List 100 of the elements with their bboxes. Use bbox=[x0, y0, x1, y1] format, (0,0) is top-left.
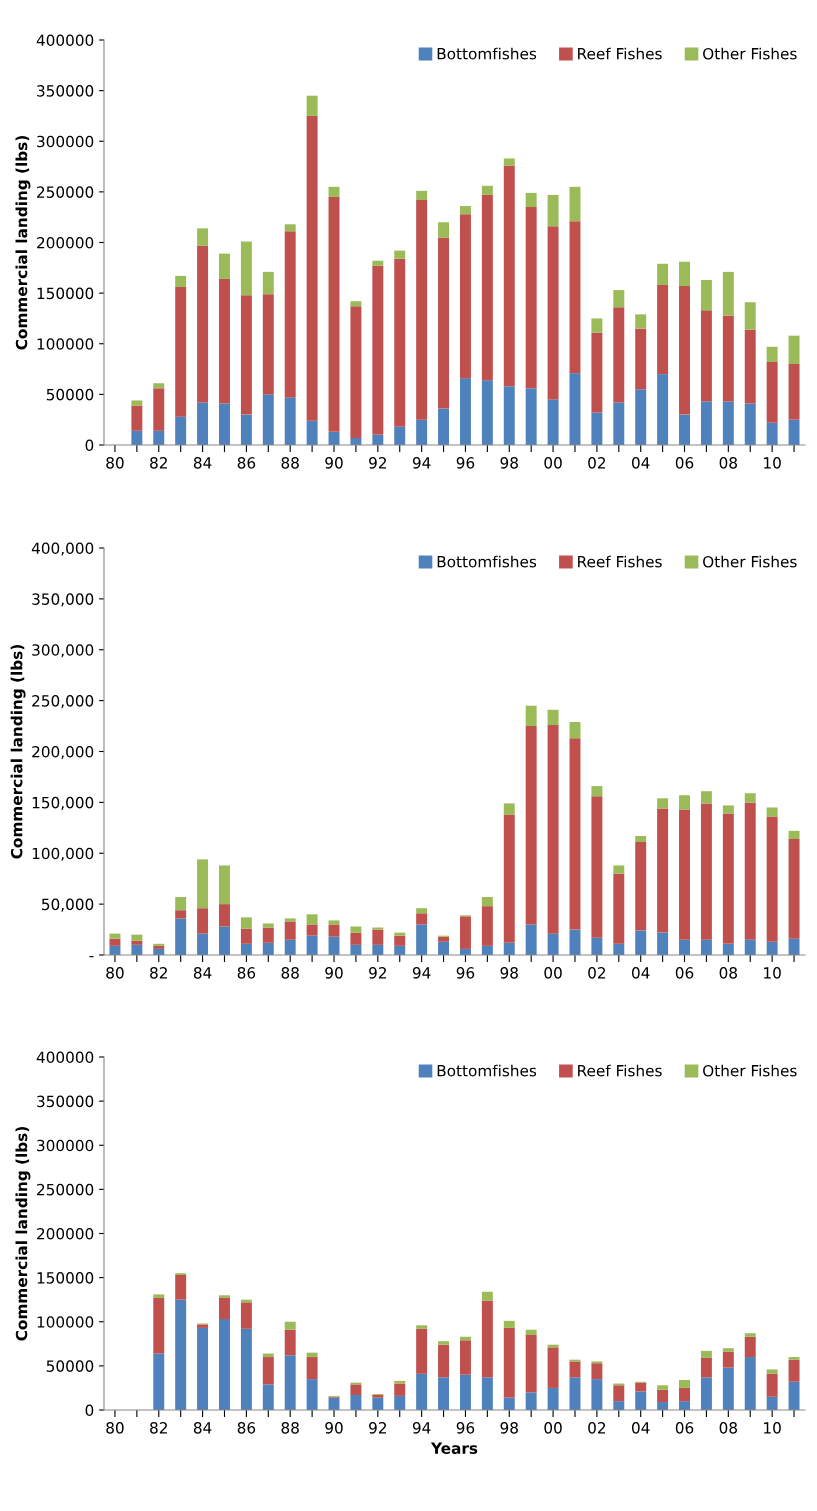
bar bbox=[438, 222, 450, 238]
x-tick-label: 88 bbox=[281, 967, 299, 979]
x-tick-label: 02 bbox=[588, 1422, 606, 1434]
bar bbox=[657, 1389, 669, 1403]
bar bbox=[131, 940, 143, 945]
y-tick-label: 50,000 bbox=[42, 898, 94, 912]
bar bbox=[416, 1373, 428, 1410]
legend-label: Reef Fishes bbox=[578, 1064, 662, 1077]
bar bbox=[284, 231, 296, 398]
bar bbox=[569, 186, 581, 222]
bar bbox=[766, 422, 778, 445]
bar bbox=[240, 917, 252, 929]
y-axis-title: Commercial landing (lbs) bbox=[10, 645, 26, 859]
x-tick-label: 10 bbox=[764, 457, 781, 469]
bar bbox=[744, 1333, 756, 1337]
bar bbox=[416, 419, 428, 445]
bar bbox=[700, 939, 712, 955]
bar bbox=[284, 1329, 296, 1356]
bar bbox=[635, 930, 647, 955]
bar bbox=[416, 190, 428, 200]
bar bbox=[459, 916, 471, 949]
bar bbox=[372, 927, 384, 930]
y-tick-label: 350000 bbox=[37, 1095, 94, 1108]
bar bbox=[219, 253, 230, 279]
legend-label: Other Fishes bbox=[703, 555, 797, 568]
x-tick-label: 08 bbox=[719, 967, 737, 979]
bar bbox=[416, 199, 428, 420]
x-tick-label: 00 bbox=[544, 457, 562, 469]
bar bbox=[219, 1297, 230, 1320]
bar bbox=[131, 934, 143, 941]
bar bbox=[438, 1377, 450, 1410]
x-tick-label: 98 bbox=[500, 457, 518, 469]
bar bbox=[240, 1302, 252, 1329]
bar bbox=[284, 1321, 296, 1330]
bar bbox=[438, 941, 450, 955]
x-tick-label: 96 bbox=[456, 967, 475, 979]
bar bbox=[459, 1340, 471, 1375]
bar bbox=[262, 294, 274, 395]
bar bbox=[153, 383, 165, 389]
bar bbox=[679, 1401, 690, 1410]
bar bbox=[197, 933, 209, 955]
x-tick-label: 94 bbox=[412, 1422, 431, 1434]
bar bbox=[175, 275, 187, 288]
bar bbox=[481, 897, 493, 907]
y-tick-label: 300000 bbox=[37, 1139, 94, 1152]
bar bbox=[459, 1374, 471, 1410]
bar bbox=[722, 315, 734, 402]
bar bbox=[722, 1348, 734, 1352]
bar bbox=[525, 924, 537, 955]
bar bbox=[306, 914, 318, 925]
bar bbox=[525, 705, 537, 727]
bar bbox=[394, 250, 406, 259]
bar bbox=[219, 865, 230, 905]
bar bbox=[153, 1294, 165, 1298]
x-tick-label: 08 bbox=[719, 1422, 737, 1434]
bar bbox=[679, 286, 690, 415]
bar bbox=[219, 278, 230, 404]
bar bbox=[744, 939, 756, 955]
bar bbox=[240, 1328, 252, 1410]
x-tick-label: 92 bbox=[369, 457, 387, 469]
bar bbox=[591, 332, 603, 413]
bar bbox=[525, 1334, 537, 1393]
bar bbox=[197, 228, 209, 246]
bar bbox=[744, 403, 756, 445]
bar bbox=[700, 1357, 712, 1378]
bar bbox=[547, 194, 559, 227]
bar bbox=[503, 803, 515, 815]
x-tick-label: 86 bbox=[237, 967, 256, 979]
bar bbox=[306, 935, 318, 955]
y-tick-label: 0 bbox=[85, 439, 94, 452]
bar bbox=[306, 95, 318, 116]
bar bbox=[744, 793, 756, 803]
bar bbox=[657, 798, 669, 809]
bar bbox=[679, 809, 690, 940]
bar bbox=[547, 226, 559, 400]
bar bbox=[503, 1397, 515, 1410]
bar bbox=[591, 786, 603, 797]
bar bbox=[109, 938, 121, 946]
bar bbox=[416, 1328, 428, 1374]
bar bbox=[700, 1377, 712, 1410]
y-tick-label: 250000 bbox=[37, 1183, 94, 1196]
x-tick-label: 82 bbox=[150, 1422, 167, 1434]
x-tick-label: 02 bbox=[588, 457, 606, 469]
bar bbox=[635, 1382, 647, 1392]
bar bbox=[766, 1373, 778, 1397]
x-tick-label: 10 bbox=[764, 967, 781, 979]
bar bbox=[197, 908, 209, 934]
y-tick-label: - bbox=[89, 956, 94, 958]
bar bbox=[591, 412, 603, 445]
bar bbox=[525, 726, 537, 925]
bar bbox=[591, 937, 603, 955]
bar bbox=[481, 1300, 493, 1378]
bar bbox=[613, 1385, 625, 1402]
y-tick-label: 150,000 bbox=[32, 796, 94, 810]
x-tick-label: 04 bbox=[631, 457, 650, 469]
bar bbox=[547, 725, 559, 934]
bar bbox=[416, 924, 428, 955]
bar bbox=[722, 401, 734, 445]
bar bbox=[372, 260, 384, 266]
bar bbox=[635, 1391, 647, 1410]
